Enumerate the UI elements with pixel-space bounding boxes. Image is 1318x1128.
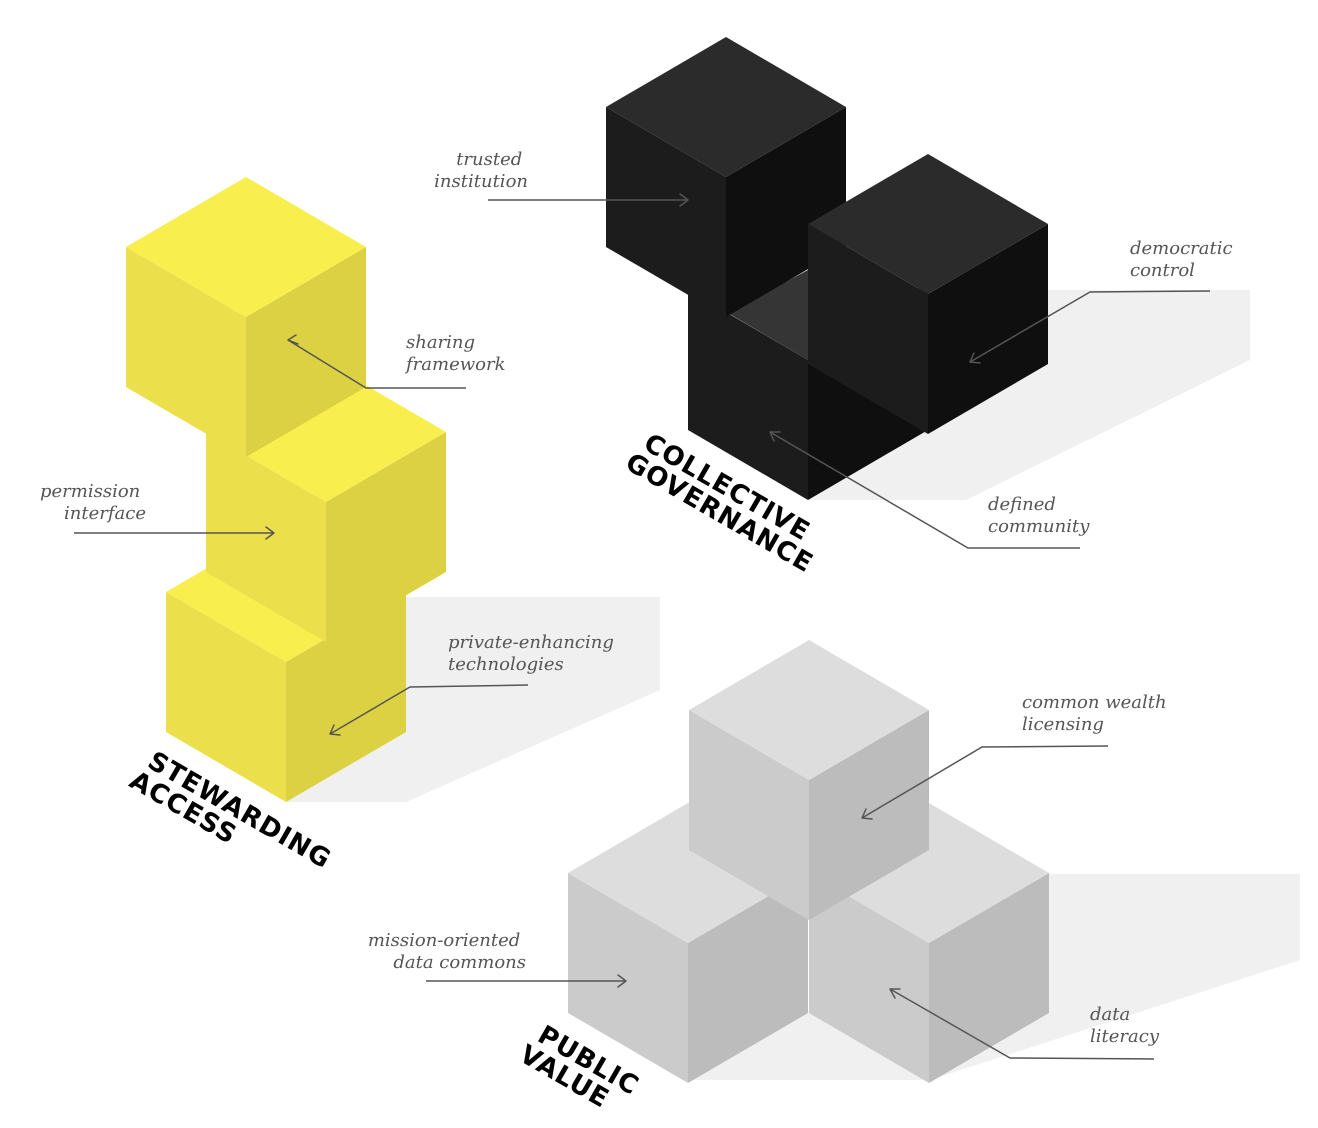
stewarding-cube-middle	[206, 362, 446, 642]
collective-governance-cubes	[606, 37, 1048, 500]
defined-community-label: defined community	[988, 494, 1090, 537]
public-cube-right	[809, 803, 1049, 1083]
mission-oriented-arrow	[426, 974, 627, 988]
private-enhancing-arrow	[329, 684, 529, 736]
sharing-framework-arrow	[287, 334, 466, 389]
democratic-control-label: democratic control	[1130, 238, 1238, 281]
governance-shadow	[808, 290, 1250, 500]
democratic-control-arrow	[969, 290, 1211, 364]
permission-interface-label: permission interface	[40, 481, 146, 524]
common-wealth-licensing-arrow	[861, 745, 1109, 820]
stewarding-cube-top	[126, 177, 366, 457]
data-literacy-arrow	[889, 988, 1155, 1060]
leader-lines	[74, 193, 1211, 1060]
trusted-institution-label: trusted institution	[434, 149, 528, 192]
callout-labels: sharing framework permission interface p…	[40, 149, 1238, 1047]
stewarding-cube-bottom	[166, 522, 406, 802]
governance-cube-right	[808, 154, 1048, 434]
public-cube-top	[689, 640, 929, 920]
trusted-institution-arrow	[488, 193, 689, 207]
data-literacy-label: data literacy	[1090, 1004, 1160, 1047]
private-enhancing-label: private-enhancing technologies	[448, 632, 620, 675]
defined-community-arrow	[769, 431, 1080, 549]
sharing-framework-label: sharing framework	[404, 332, 505, 375]
stewarding-access-cubes	[126, 177, 446, 802]
public-value-cubes	[568, 640, 1049, 1083]
mission-oriented-label: mission-oriented data commons	[368, 930, 526, 973]
permission-interface-arrow	[74, 526, 275, 540]
common-wealth-licensing-label: common wealth licensing	[1022, 692, 1172, 735]
